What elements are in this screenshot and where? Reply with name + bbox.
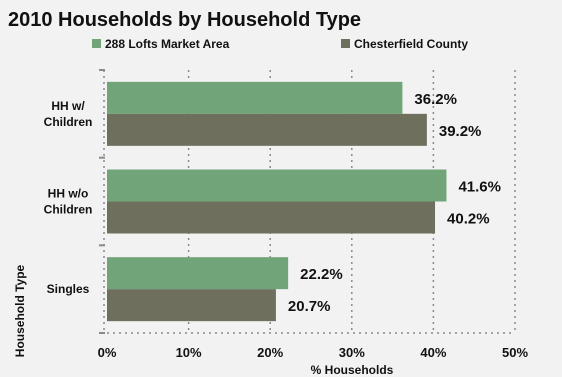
data-label: 36.2% bbox=[414, 91, 457, 108]
bar bbox=[107, 169, 447, 202]
x-tick-label: 20% bbox=[257, 345, 283, 360]
legend: 288 Lofts Market Area Chesterfield Count… bbox=[92, 37, 468, 51]
bar bbox=[107, 113, 427, 146]
x-axis-title: % Households bbox=[311, 363, 394, 377]
category-label: HH w/ bbox=[51, 99, 85, 113]
category-labels: HH w/Children HH w/o Children Singles bbox=[44, 99, 93, 296]
bar bbox=[107, 201, 436, 234]
bar bbox=[107, 289, 276, 322]
data-label: 22.2% bbox=[300, 266, 343, 283]
data-label: 39.2% bbox=[439, 123, 482, 140]
chart-title: 2010 Households by Household Type bbox=[8, 9, 361, 31]
y-axis-title: Household Type bbox=[13, 264, 27, 357]
bar bbox=[107, 81, 403, 114]
data-labels: 36.2% 39.2% 41.6% 40.2% 22.2% 20.7% bbox=[288, 91, 501, 315]
x-tick-label: 30% bbox=[339, 345, 365, 360]
legend-swatch-chesterfield bbox=[341, 39, 350, 48]
x-tick-label: 10% bbox=[176, 345, 202, 360]
bar bbox=[107, 257, 289, 290]
tick-labels: 0% 10% 20% 30% 40% 50% bbox=[98, 345, 529, 360]
legend-swatch-market-area bbox=[92, 39, 101, 48]
category-label: HH w/o bbox=[48, 187, 89, 201]
legend-label-market-area: 288 Lofts Market Area bbox=[105, 37, 230, 51]
x-tick-label: 0% bbox=[98, 345, 117, 360]
category-label: Children bbox=[44, 203, 93, 217]
bars bbox=[107, 81, 447, 322]
legend-label-chesterfield: Chesterfield County bbox=[354, 37, 468, 51]
data-label: 40.2% bbox=[447, 211, 490, 228]
axes bbox=[99, 69, 515, 334]
data-label: 20.7% bbox=[288, 298, 331, 315]
category-label: Singles bbox=[47, 282, 90, 296]
x-tick-label: 50% bbox=[502, 345, 528, 360]
category-label: Children bbox=[44, 115, 93, 129]
x-tick-label: 40% bbox=[420, 345, 446, 360]
data-label: 41.6% bbox=[458, 179, 501, 196]
